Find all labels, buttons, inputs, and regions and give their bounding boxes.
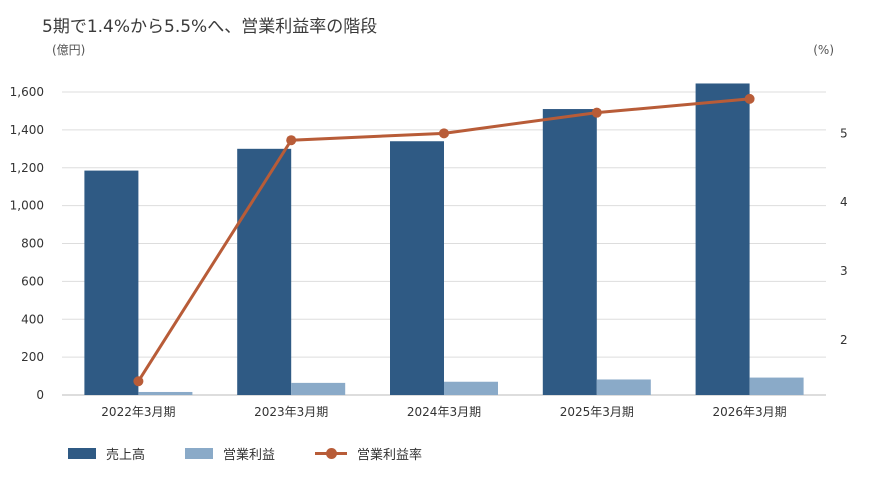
y-left-tick-label: 0: [36, 388, 44, 402]
y-left-unit: (億円): [52, 43, 85, 57]
y-right-tick-label: 3: [840, 264, 848, 278]
y-left-tick-label: 400: [21, 312, 44, 326]
y-left-ticks: 0 200 400 600 800 1,000 1,200 1,400 1,600: [10, 85, 44, 402]
legend-label-operating-margin: 営業利益率: [357, 448, 423, 463]
x-category-label: 2024年3月期: [407, 405, 481, 419]
margin-line: [133, 93, 755, 387]
y-left-tick-label: 800: [21, 237, 44, 251]
legend-label-sales: 売上高: [106, 448, 146, 463]
bar-operating-profit: [138, 391, 193, 395]
x-category-label: 2025年3月期: [560, 405, 634, 419]
y-right-tick-label: 2: [840, 333, 848, 347]
chart-title: 5期で1.4%から5.5%へ、営業利益率の階段: [42, 17, 378, 37]
y-left-tick-label: 1,600: [10, 85, 44, 99]
y-right-unit: (%): [813, 43, 834, 57]
bars: [84, 83, 804, 396]
legend-label-operating-profit: 営業利益: [223, 448, 276, 463]
legend: 売上高 営業利益 営業利益率: [68, 444, 462, 463]
y-left-tick-label: 1,400: [10, 123, 44, 137]
bar-sales: [84, 170, 139, 395]
y-left-tick-label: 1,200: [10, 161, 44, 175]
y-left-tick-label: 600: [21, 274, 44, 288]
legend-swatch-sales: [68, 448, 96, 459]
bar-operating-profit: [444, 381, 498, 395]
y-right-tick-label: 4: [840, 195, 848, 209]
x-category-labels: 2022年3月期 2023年3月期 2024年3月期 2025年3月期 2026年3月期: [101, 405, 786, 419]
y-right-ticks: 2 3 4 5: [840, 126, 848, 347]
legend-item-sales: 売上高: [68, 444, 145, 463]
y-left-tick-label: 1,000: [10, 199, 44, 213]
bar-operating-profit: [291, 382, 346, 395]
point-operating-margin: [591, 107, 602, 118]
bar-sales: [237, 148, 292, 395]
bar-sales: [390, 141, 444, 395]
bar-sales: [695, 83, 750, 396]
bar-operating-profit: [749, 377, 804, 395]
point-operating-margin: [439, 128, 449, 139]
point-operating-margin: [286, 135, 297, 146]
x-category-label: 2023年3月期: [254, 405, 328, 419]
legend-item-operating-profit: 営業利益: [185, 444, 275, 463]
point-operating-margin: [744, 93, 755, 104]
legend-swatch-operating-margin: [315, 448, 348, 459]
point-operating-margin: [133, 376, 144, 387]
legend-item-operating-margin: 営業利益率: [315, 444, 422, 463]
y-left-tick-label: 200: [21, 350, 44, 364]
legend-swatch-operating-profit: [185, 448, 214, 459]
bar-sales: [542, 109, 597, 395]
x-category-label: 2022年3月期: [101, 405, 175, 419]
y-right-tick-label: 5: [840, 126, 848, 140]
bar-operating-profit: [596, 379, 651, 395]
x-category-label: 2026年3月期: [713, 405, 787, 419]
